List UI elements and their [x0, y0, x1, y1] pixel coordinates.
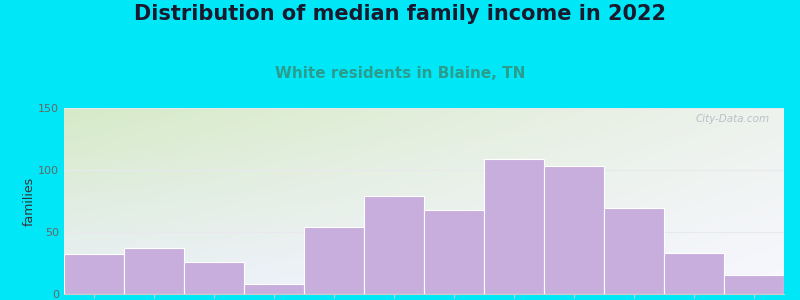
Bar — [424, 210, 484, 294]
Text: Distribution of median family income in 2022: Distribution of median family income in … — [134, 4, 666, 25]
Bar — [244, 284, 304, 294]
Bar — [604, 208, 664, 294]
Bar — [544, 166, 604, 294]
Bar — [664, 253, 724, 294]
Bar — [724, 275, 784, 294]
Bar — [304, 227, 364, 294]
Y-axis label: families: families — [22, 176, 35, 226]
Text: City-Data.com: City-Data.com — [695, 114, 770, 124]
Bar — [184, 262, 244, 294]
Bar — [484, 159, 544, 294]
Bar — [364, 196, 424, 294]
Bar — [124, 248, 184, 294]
Text: White residents in Blaine, TN: White residents in Blaine, TN — [275, 66, 525, 81]
Bar — [64, 254, 124, 294]
